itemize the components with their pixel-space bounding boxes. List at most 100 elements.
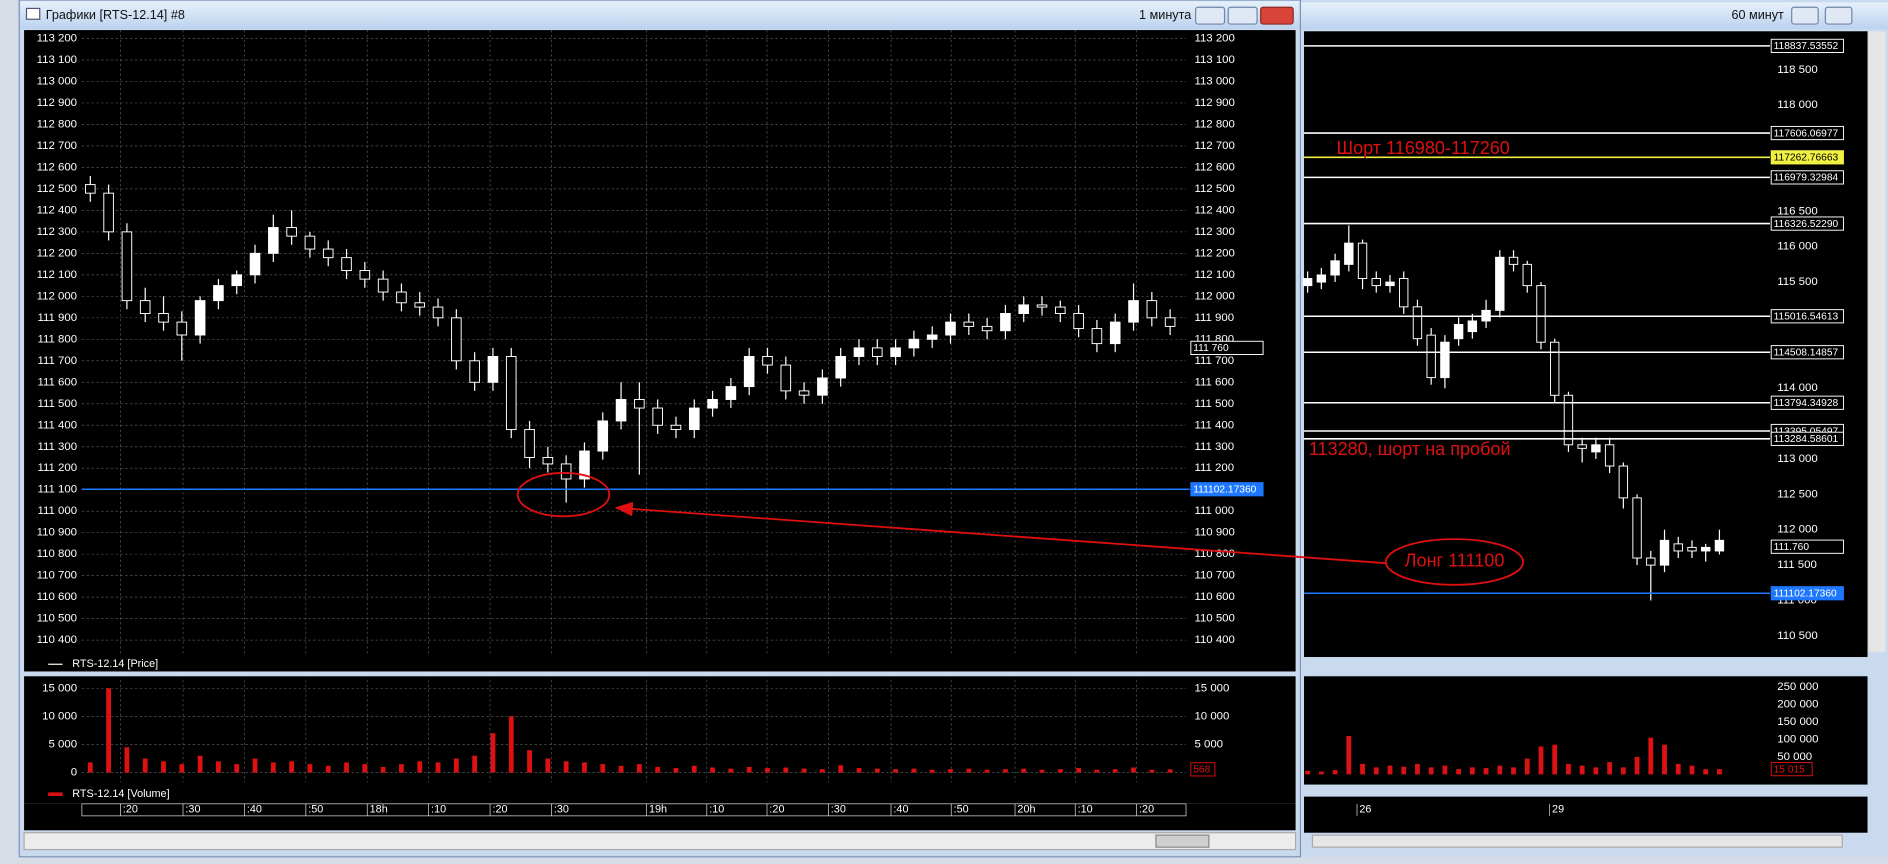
vertical-scrollbar[interactable] — [1868, 31, 1886, 653]
candle-body — [1467, 320, 1478, 333]
volume-bar — [435, 762, 441, 773]
y-tick-label: 113 200 — [37, 32, 77, 44]
price-tag: 111 760 — [1193, 343, 1229, 354]
time-label: :20 — [1139, 804, 1154, 816]
volume-bar — [838, 765, 844, 773]
y-tick-label: 113 000 — [1777, 453, 1817, 465]
candle-body — [1714, 539, 1725, 552]
candle-body — [524, 429, 535, 458]
price-tag-box — [1770, 586, 1844, 601]
minimize-button[interactable] — [1791, 6, 1819, 25]
maximize-button[interactable] — [1227, 6, 1258, 25]
window-1m: Графики [RTS-12.14] #8 1 минута — [18, 0, 1302, 858]
candle-body — [1618, 465, 1629, 499]
y-tick-label: 112 600 — [37, 161, 77, 173]
candle-body — [707, 398, 718, 409]
candle-body — [1344, 242, 1354, 265]
maximize-button[interactable] — [1824, 6, 1853, 25]
candle-body — [1659, 539, 1670, 566]
price-tag-box — [1770, 539, 1844, 554]
price-tag: 111102.17360 — [1774, 589, 1837, 600]
candle-body — [560, 463, 572, 480]
candle-body — [1536, 285, 1546, 343]
candle-body — [1146, 300, 1158, 319]
volume-bar — [783, 767, 789, 773]
annotation: 113280, шорт на пробой — [1309, 439, 1511, 459]
volume-bar — [1524, 758, 1530, 775]
volume-bar — [1469, 767, 1475, 775]
y-tick-label: 111 500 — [1194, 398, 1234, 410]
y-tick-label: 111 600 — [37, 376, 77, 388]
y-tick-label: 111 300 — [1194, 441, 1234, 453]
horizontal-scrollbar[interactable] — [23, 832, 1297, 851]
time-label: :30 — [185, 804, 200, 816]
volume-bar — [1039, 769, 1045, 773]
time-axis-frame — [81, 803, 1187, 817]
horizontal-scrollbar[interactable] — [1311, 834, 1843, 848]
volume-bar — [1675, 763, 1681, 775]
volume-bar — [1021, 768, 1027, 773]
candle-body — [688, 407, 700, 431]
price-tag-box — [1770, 125, 1844, 141]
candle-body — [249, 252, 261, 276]
volume-bar — [1415, 763, 1420, 775]
candle-body — [634, 398, 645, 409]
y-tick-label: 110 400 — [1194, 634, 1234, 646]
y-tick-label: 110 700 — [37, 570, 77, 582]
y-tick-label: 113 100 — [1194, 54, 1234, 66]
price-pane — [24, 30, 1296, 672]
volume-bar — [1346, 735, 1352, 775]
volume-bar — [1703, 769, 1709, 775]
volume-bar — [1662, 744, 1667, 775]
time-label: 20h — [1017, 804, 1035, 816]
time-label: :40 — [247, 804, 262, 816]
volume-bar — [710, 767, 715, 773]
time-label: :50 — [954, 804, 969, 816]
y-tick-label: 110 500 — [37, 613, 77, 625]
time-label: 29 — [1552, 804, 1564, 816]
minimize-button[interactable] — [1195, 6, 1226, 25]
close-button[interactable] — [1260, 6, 1294, 25]
candle-body — [652, 407, 663, 426]
candle-body — [542, 457, 554, 465]
volume-bar — [1428, 767, 1434, 775]
volume-bar — [325, 765, 331, 773]
candle-body — [176, 321, 188, 336]
y-tick-label: 110 800 — [1194, 548, 1234, 560]
y-tick-label: 5 000 — [1194, 738, 1223, 750]
candle-body — [1302, 278, 1313, 287]
candle-body — [1385, 281, 1395, 287]
candle-body — [1440, 341, 1450, 379]
candle-body — [1522, 263, 1532, 287]
price-tag: 15 015 — [1774, 764, 1806, 775]
volume-bar — [966, 768, 972, 773]
volume-bar — [1373, 767, 1379, 775]
y-tick-label: 110 500 — [1777, 630, 1817, 642]
candle-body — [1330, 260, 1340, 276]
candle-body — [322, 248, 334, 259]
scroll-thumb[interactable] — [1155, 834, 1210, 848]
y-tick-label: 116 000 — [1777, 241, 1817, 253]
candle-body — [103, 192, 114, 233]
legend-label: RTS-12.14 [Volume] — [72, 788, 169, 800]
volume-bar — [618, 765, 624, 773]
y-tick-label: 112 900 — [37, 97, 77, 109]
y-tick-label: 50 000 — [1777, 751, 1812, 763]
price-tag-box — [1770, 309, 1844, 324]
price-tag: 117606.06977 — [1774, 128, 1839, 139]
volume-bar — [746, 766, 752, 773]
price-tag: 116326.52290 — [1774, 219, 1839, 230]
price-tag-box — [1770, 395, 1844, 410]
volume-bar — [1689, 765, 1695, 775]
price-tag: 113284.58601 — [1774, 434, 1839, 445]
time-axis — [24, 803, 1296, 831]
volume-bar — [984, 769, 990, 773]
candle-body — [487, 356, 499, 383]
candle-body — [341, 257, 352, 272]
y-tick-label: 110 400 — [37, 634, 77, 646]
volume-bar — [508, 716, 514, 773]
candle-body — [780, 364, 792, 392]
y-tick-label: 111 700 — [1194, 355, 1234, 367]
volume-bar — [472, 755, 478, 773]
y-tick-label: 110 600 — [37, 591, 77, 603]
